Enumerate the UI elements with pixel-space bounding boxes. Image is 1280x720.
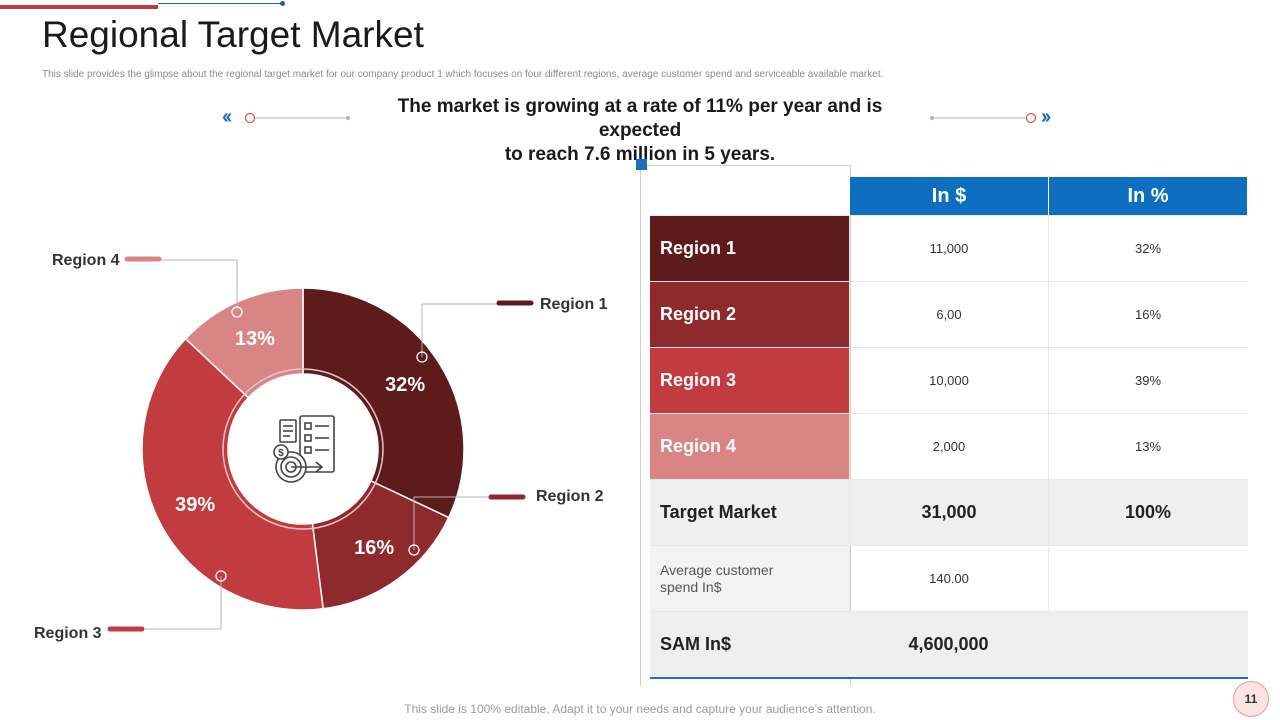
donut-slice-region-2 [311,479,450,610]
table-frame [640,165,851,686]
donut-pct-label-region-2: 16% [354,537,394,559]
region-percent: 32% [1048,216,1247,281]
region-percent: 13% [1048,414,1247,479]
callout-line-region-4 [161,259,238,312]
callout-line-region-3 [145,576,222,630]
donut-pct-label-region-4: 13% [235,328,275,350]
callout-dot-region-4 [231,306,243,318]
chart-label-region-3: Region 3 [34,625,102,642]
sam-dollars: 4,600,000 [908,634,989,654]
region-dollars: 6,00 [849,282,1048,347]
headline-line-1: The market is growing at a rate of 11% p… [397,96,883,141]
page-title: Regional Target Market [42,14,424,55]
table-row-region-1: Region 1 11,000 32% [650,216,1248,282]
donut-slice-region-3 [141,337,325,611]
callout-dot-region-1 [416,351,428,363]
region-donut-chart: $ Region 1 Region 2 Region 3 Region 4 32… [34,252,608,642]
table-row-target-market: Target Market 31,000 100% [650,480,1248,546]
sam-percent [1048,612,1247,677]
callout-dot-region-3 [215,570,227,582]
avg-spend-percent [1048,546,1247,611]
table-header-row: In $ In % [650,177,1248,216]
top-accent-bar [0,5,158,9]
headline-line-2: to reach 7.6 million in 5 years. [504,144,776,165]
callout-dot-region-2 [408,544,420,556]
region-percent: 16% [1048,282,1247,347]
target-market-label: Target Market [660,502,777,522]
donut-hole [229,375,377,523]
inner-ring [222,368,384,530]
table-row-sam: SAM In$ 4,600,000 [650,612,1248,679]
top-accent-line [158,3,282,4]
region-name: Region 2 [650,282,849,347]
page-subtitle: This slide provides the glimpse about th… [42,69,884,80]
chevron-right-icon: ›› [1041,106,1051,128]
region-dollars: 11,000 [849,216,1048,281]
table-header-blank [650,177,849,215]
region-name: Region 1 [650,216,849,281]
region-name: Region 4 [650,414,849,479]
market-table: In $ In % Region 1 11,000 32% Region 2 6… [650,177,1248,679]
chart-label-region-4: Region 4 [52,252,120,269]
callout-line-region-1 [421,303,497,357]
sam-label: SAM In$ [660,634,732,654]
donut-pct-label-region-3: 39% [175,494,215,516]
page-number: 11 [1233,681,1269,717]
footer-note: This slide is 100% editable. Adapt it to… [404,702,876,716]
chevron-left-icon: ‹‹ [222,106,232,128]
callout-line-region-2 [413,496,489,550]
region-percent: 39% [1048,348,1247,413]
region-dollars: 2,000 [849,414,1048,479]
table-row-region-2: Region 2 6,00 16% [650,282,1248,348]
region-name: Region 3 [650,348,849,413]
table-header-percent: In % [1048,177,1247,215]
target-market-dollars: 31,000 [849,480,1048,545]
avg-spend-dollars: 140.00 [849,546,1048,611]
dollar-sign-icon: $ [278,448,284,459]
table-header-dollars: In $ [849,177,1048,215]
target-dollar-checklist-icon [273,415,335,483]
region-dollars: 10,000 [849,348,1048,413]
table-row-region-4: Region 4 2,000 13% [650,414,1248,480]
chart-label-region-2: Region 2 [536,488,604,505]
donut-pct-label-region-1: 32% [385,374,425,396]
chart-label-region-1: Region 1 [540,296,608,313]
avg-spend-label: Average customer spend In$ [660,561,774,595]
table-corner-marker [636,159,647,170]
headline: The market is growing at a rate of 11% p… [355,95,925,167]
target-market-percent: 100% [1048,480,1247,545]
avg-spend-label-cell: Average customer spend In$ [650,546,849,611]
headline-right-connector [929,112,1037,124]
donut-slice-region-1 [302,287,465,519]
donut-slice-region-4 [184,287,304,399]
table-row-region-3: Region 3 10,000 39% [650,348,1248,414]
table-row-avg-spend: Average customer spend In$ 140.00 [650,546,1248,612]
headline-left-connector [244,112,351,124]
top-accent-dot [280,1,285,6]
